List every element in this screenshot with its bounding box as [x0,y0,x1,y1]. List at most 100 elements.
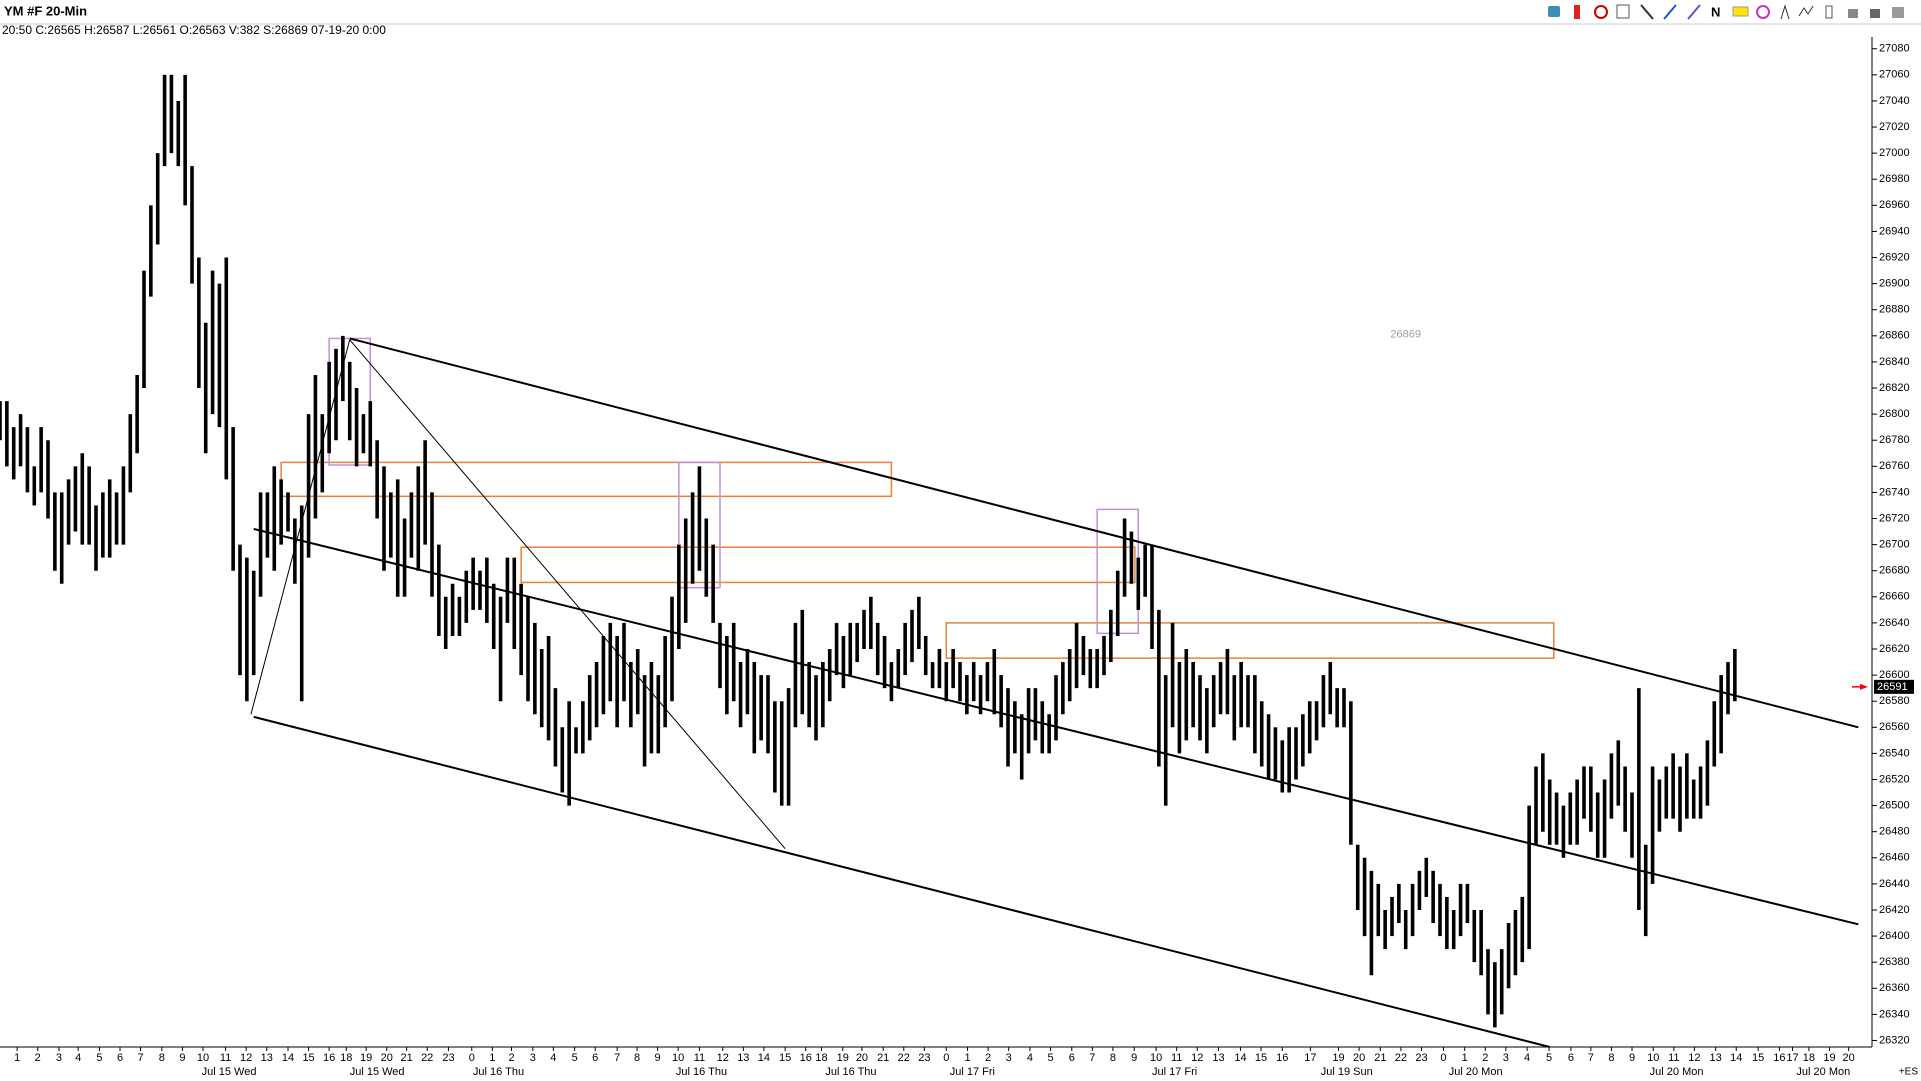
tool-icon[interactable] [1756,5,1770,19]
y-tick-label: 27040 [1879,95,1910,107]
y-tick-label: 26760 [1879,460,1910,472]
x-tick-label: 3 [1006,1052,1012,1064]
y-tick-label: 26320 [1879,1034,1910,1046]
date-label: Jul 20 Mon [1449,1066,1503,1078]
x-tick-label: 6 [117,1052,123,1064]
y-tick-label: 26640 [1879,617,1910,629]
y-tick-label: 27020 [1879,121,1910,133]
channel-line [253,527,1859,926]
price-box-label: 26591 [1877,681,1908,693]
x-tick-label: 22 [421,1052,433,1064]
x-tick-label: 14 [758,1052,770,1064]
x-tick-label: 14 [282,1052,294,1064]
y-tick-label: 26600 [1879,669,1910,681]
x-tick-label: 7 [1089,1052,1095,1064]
x-tick-label: 16 [1276,1052,1288,1064]
x-tick-label: 6 [1568,1052,1574,1064]
tool-icon[interactable] [1780,4,1790,20]
tool-icon[interactable] [1798,5,1814,17]
x-tick-label: 16 [323,1052,335,1064]
date-label: Jul 16 Thu [825,1066,876,1078]
tool-icon[interactable] [1594,5,1608,19]
x-tick-label: 22 [898,1052,910,1064]
y-tick-label: 26440 [1879,878,1910,890]
tool-icon[interactable] [1687,4,1701,20]
x-tick-label: 17 [1304,1052,1316,1064]
date-label: Jul 20 Mon [1796,1066,1850,1078]
x-tick-label: 14 [1234,1052,1246,1064]
price-box [1874,679,1914,694]
y-tick-label: 26560 [1879,721,1910,733]
date-label: Jul 16 Thu [676,1066,727,1078]
x-tick-label: 16 [1773,1052,1785,1064]
tool-icon[interactable] [1574,5,1580,19]
x-tick-label: 18 [340,1052,352,1064]
tool-icon[interactable]: N [1711,4,1720,19]
x-tick-label: 14 [1730,1052,1742,1064]
x-tick-label: 10 [1647,1052,1659,1064]
x-tick-label: 7 [614,1052,620,1064]
x-tick-label: 5 [572,1052,578,1064]
y-tick-label: 26960 [1879,199,1910,211]
x-tick-label: 20 [381,1052,393,1064]
x-tick-label: 20 [1843,1052,1855,1064]
x-tick-label: 2 [1482,1052,1488,1064]
x-tick-label: 11 [1171,1052,1182,1064]
x-tick-label: 2 [508,1052,514,1064]
tool-icon[interactable] [1892,7,1904,18]
x-tick-label: 4 [75,1052,81,1064]
price-annotation: 26869 [1390,328,1421,340]
tool-icon[interactable] [1616,4,1630,19]
y-tick-label: 27080 [1879,43,1910,55]
x-tick-label: 9 [179,1052,185,1064]
tool-icon[interactable] [1848,9,1858,18]
y-tick-label: 26360 [1879,982,1910,994]
x-tick-label: 15 [1255,1052,1267,1064]
y-tick-label: 26920 [1879,251,1910,263]
y-tick-label: 26540 [1879,747,1910,759]
x-tick-label: 11 [694,1052,705,1064]
toolbar: N [1548,4,1904,20]
channel-line [349,337,1859,729]
y-tick-label: 26880 [1879,304,1910,316]
x-tick-label: 9 [655,1052,661,1064]
tool-icon[interactable] [1870,9,1880,18]
x-tick-label: 3 [530,1052,536,1064]
tool-icon[interactable] [1663,4,1677,20]
x-tick-label: 2 [35,1052,41,1064]
tool-icon[interactable] [1732,6,1749,17]
y-tick-label: 26340 [1879,1008,1910,1020]
zone-box [520,546,1136,584]
tool-icon[interactable] [1825,5,1833,19]
x-tick-label: 13 [261,1052,273,1064]
x-tick-label: 10 [197,1052,209,1064]
symbol-label: +ES [1899,1067,1919,1078]
x-tick-label: 8 [159,1052,165,1064]
x-tick-label: 20 [856,1052,868,1064]
y-tick-label: 27060 [1879,69,1910,81]
x-tick-label: 12 [240,1052,252,1064]
y-tick-label: 27000 [1879,147,1910,159]
tool-icon[interactable] [1548,6,1560,17]
y-tick-label: 26580 [1879,695,1910,707]
y-tick-label: 26940 [1879,225,1910,237]
x-tick-label: 1 [964,1052,970,1064]
x-tick-label: 13 [737,1052,749,1064]
y-tick-label: 26380 [1879,956,1910,968]
x-tick-label: 21 [1374,1052,1386,1064]
x-tick-label: 17 [1786,1052,1798,1064]
y-tick-label: 26480 [1879,826,1910,838]
tool-icon[interactable] [1640,4,1654,20]
y-tick-label: 26460 [1879,852,1910,864]
x-tick-label: 0 [1440,1052,1446,1064]
x-tick-label: 10 [672,1052,684,1064]
x-tick-label: 4 [550,1052,556,1064]
x-tick-label: 6 [592,1052,598,1064]
x-tick-label: 5 [1047,1052,1053,1064]
x-tick-label: 19 [837,1052,849,1064]
x-tick-label: 22 [1395,1052,1407,1064]
x-tick-label: 11 [220,1052,231,1064]
x-tick-label: 8 [1110,1052,1116,1064]
